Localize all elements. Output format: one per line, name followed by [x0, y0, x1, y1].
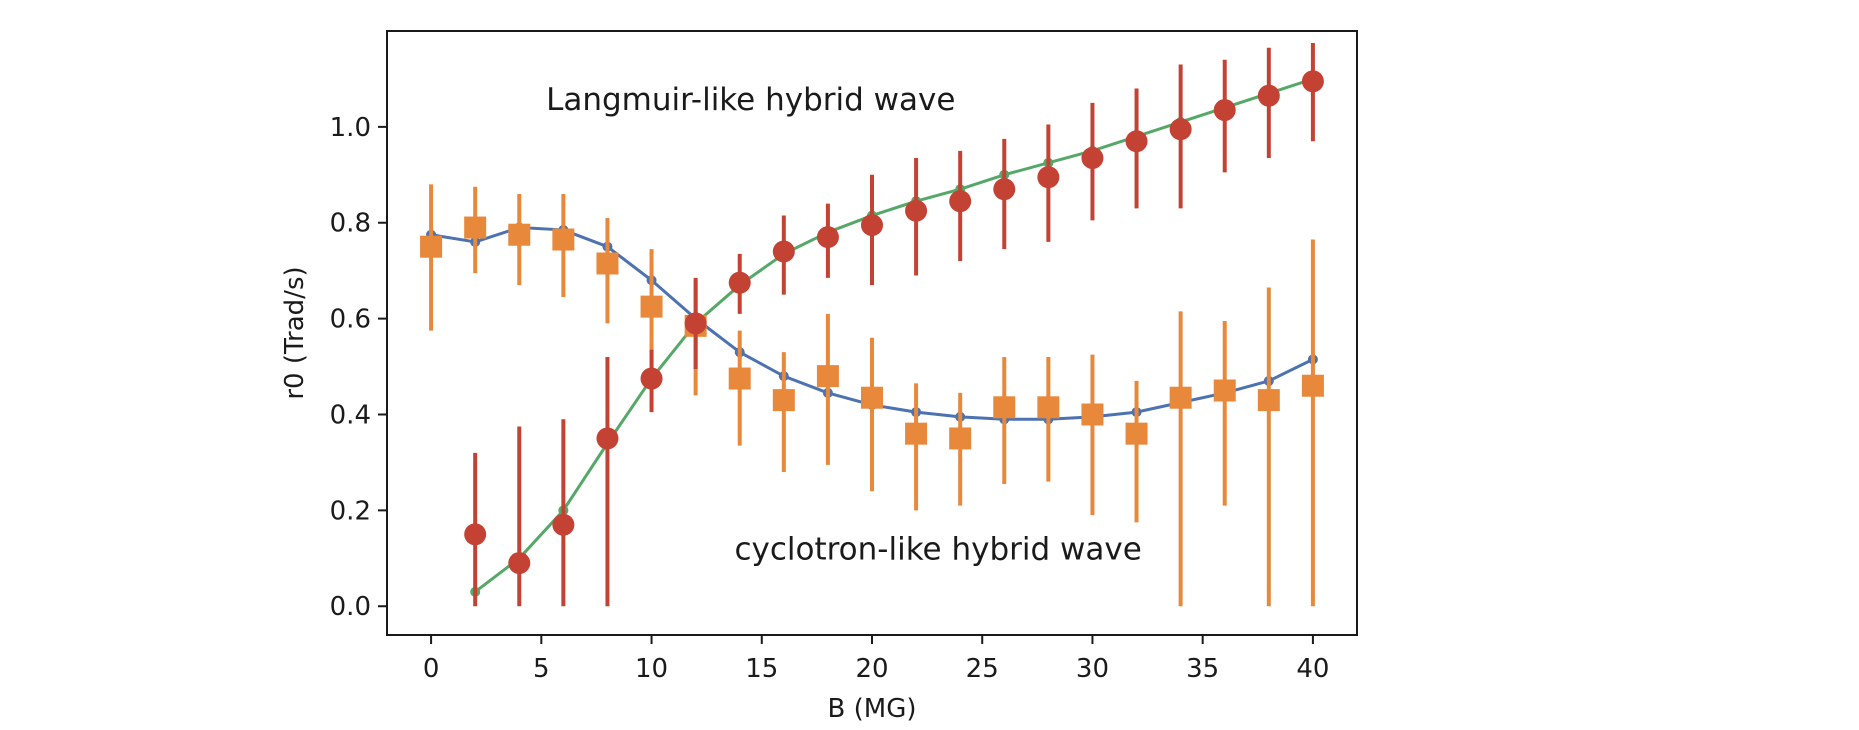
langmuir-data-point [728, 271, 751, 294]
x-axis-title: B (MG) [828, 694, 917, 724]
cyclotron-data-point [420, 235, 443, 258]
cyclotron-data-point [816, 365, 839, 388]
cyclotron-data-point [1213, 379, 1236, 402]
langmuir-data-point [1213, 99, 1236, 122]
cyclotron-data-point [1125, 422, 1148, 445]
langmuir-fit-line [474, 77, 1314, 594]
y-tick-label: 0.2 [330, 496, 371, 526]
x-tick-label: 40 [1296, 654, 1329, 684]
langmuir-data-point [1257, 84, 1280, 107]
x-tick-label: 15 [745, 654, 778, 684]
langmuir-data-point [816, 226, 839, 249]
langmuir-data-point [552, 513, 575, 536]
cyclotron-data-point [1257, 389, 1280, 412]
y-tick-label: 1.0 [330, 113, 371, 143]
annotation-langmuir: Langmuir-like hybrid wave [546, 82, 955, 118]
cyclotron-data-point [728, 367, 751, 390]
langmuir-data-point [772, 240, 795, 263]
langmuir-data-point [905, 199, 928, 222]
x-tick-label: 35 [1186, 654, 1219, 684]
cyclotron-data-point [949, 427, 972, 450]
data-layer [420, 42, 1324, 607]
langmuir-data-point [949, 190, 972, 213]
langmuir-data-point [464, 523, 487, 546]
y-tick-label: 0.4 [330, 400, 371, 430]
cyclotron-data-point [905, 422, 928, 445]
y-axis: 0.0 0.2 0.4 0.6 0.8 1.0 [330, 113, 387, 622]
x-tick-label: 0 [423, 654, 440, 684]
cyclotron-data-point [640, 295, 663, 318]
langmuir-data-point [684, 312, 707, 335]
x-tick-label: 20 [855, 654, 888, 684]
langmuir-data-point [1301, 70, 1324, 93]
y-tick-label: 0.6 [330, 305, 371, 335]
cyclotron-data-point [552, 228, 575, 251]
x-tick-label: 5 [533, 654, 550, 684]
y-tick-label: 0.0 [330, 592, 371, 622]
cyclotron-data-point [772, 389, 795, 412]
cyclotron-data-point [1301, 374, 1324, 397]
cyclotron-data-point [1081, 403, 1104, 426]
x-tick-label: 30 [1076, 654, 1109, 684]
x-tick-label: 10 [635, 654, 668, 684]
x-tick-label: 25 [966, 654, 999, 684]
cyclotron-data-point [596, 252, 619, 275]
langmuir-data-point [1037, 166, 1060, 189]
x-axis: 0 5 10 15 20 25 30 35 40 [423, 635, 1329, 684]
y-tick-label: 0.8 [330, 209, 371, 239]
cyclotron-data-point [993, 396, 1016, 419]
cyclotron-data-point [1037, 396, 1060, 419]
langmuir-data-point [993, 178, 1016, 201]
cyclotron-data-point [861, 386, 883, 409]
y-axis-title: r0 (Trad/s) [280, 266, 310, 399]
annotation-cyclotron: cyclotron-like hybrid wave [734, 532, 1141, 568]
langmuir-data-point [861, 214, 883, 237]
cyclotron-data-point [1169, 386, 1192, 409]
cyclotron-data-point [508, 223, 531, 246]
langmuir-data-point [1169, 118, 1192, 141]
langmuir-data-point [1081, 147, 1104, 170]
langmuir-data-point [596, 427, 619, 450]
cyclotron-data-point [464, 216, 487, 239]
langmuir-data-point [640, 367, 663, 390]
langmuir-data-point [508, 552, 531, 575]
langmuir-data-point [1125, 130, 1148, 153]
